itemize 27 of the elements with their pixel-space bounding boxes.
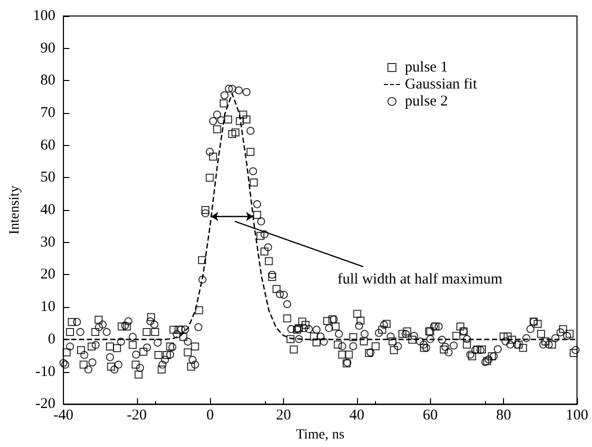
- x-tick-label: -40: [53, 408, 74, 424]
- x-tick-label: -20: [126, 408, 147, 424]
- y-tick-label: 100: [32, 8, 56, 24]
- y-tick-label: 80: [40, 72, 56, 89]
- y-tick-label: 20: [40, 266, 56, 283]
- y-tick-label: 50: [40, 170, 56, 186]
- y-axis-title: Intensity: [8, 186, 22, 235]
- x-tick-label: 80: [496, 408, 512, 424]
- legend-label: pulse 1: [404, 60, 448, 76]
- y-tick-label: 10: [40, 299, 56, 316]
- annotation: full width at half maximum: [337, 272, 503, 288]
- legend-label: pulse 2: [404, 94, 448, 110]
- y-tick-label: -10: [35, 364, 56, 380]
- y-tick-label: 40: [40, 202, 56, 218]
- y-tick-label: 30: [40, 234, 56, 250]
- x-tick-label: 20: [276, 408, 292, 424]
- x-axis-title: Time, ns: [296, 428, 344, 442]
- y-tick-label: 0: [48, 331, 56, 348]
- x-tick-label: 100: [566, 408, 588, 424]
- y-tick-label: 60: [40, 137, 56, 154]
- legend-label: Gaussian fit: [404, 76, 478, 92]
- x-tick-label: 60: [422, 408, 438, 424]
- x-tick-label: 40: [349, 408, 364, 424]
- y-tick-label: 70: [40, 105, 56, 122]
- y-tick-label: -20: [35, 396, 56, 412]
- x-tick-label: 0: [206, 408, 214, 424]
- y-tick-label: 90: [40, 40, 56, 56]
